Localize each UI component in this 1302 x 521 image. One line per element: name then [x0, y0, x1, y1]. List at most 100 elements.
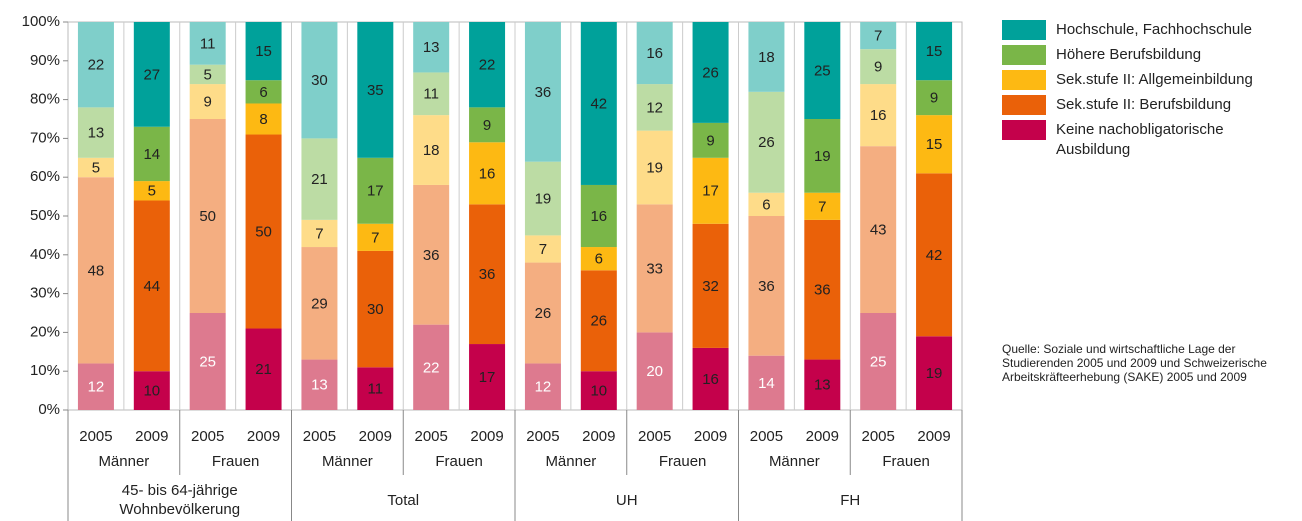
bar-segment [357, 157, 394, 224]
data-label: 42 [926, 247, 943, 264]
legend-swatch [1002, 45, 1046, 65]
data-label: 36 [423, 247, 440, 264]
bar-segment [357, 223, 394, 251]
bar-segment [189, 84, 226, 119]
data-label: 50 [255, 223, 272, 240]
x-tick-label: 2005 [638, 428, 671, 445]
bar-segment [916, 22, 953, 81]
legend-label: Höhere Berufsbildung [1056, 46, 1202, 63]
bar-segment [916, 115, 953, 174]
y-tick-label: 20% [30, 323, 60, 340]
bar-segment [301, 22, 338, 139]
bar-segment [916, 173, 953, 337]
x-tick-label: 2009 [694, 428, 727, 445]
data-label: 6 [259, 84, 267, 101]
bar-segment [916, 336, 953, 410]
data-label: 19 [535, 191, 552, 208]
group-label: Männer [545, 453, 596, 470]
data-label: 22 [479, 57, 496, 74]
data-label: 22 [423, 359, 440, 376]
bar-segment [133, 22, 170, 127]
data-label: 26 [590, 313, 607, 330]
bar-segment [245, 80, 282, 104]
data-label: 10 [590, 383, 607, 400]
data-label: 10 [143, 383, 160, 400]
x-tick-label: 2005 [79, 428, 112, 445]
data-label: 36 [758, 278, 775, 295]
bar-segment [524, 22, 561, 162]
bar-segment [77, 363, 114, 410]
bar-segment [469, 142, 506, 205]
bar-segment [580, 184, 617, 248]
bar-segment [133, 126, 170, 182]
y-tick-label: 70% [30, 129, 60, 146]
bar-segment [860, 146, 897, 313]
bar-segment [245, 134, 282, 329]
bar-segment [133, 371, 170, 410]
bar-segment [804, 359, 841, 410]
bar-segment [524, 262, 561, 364]
bar-segment [748, 355, 785, 410]
bar-segment [413, 115, 450, 185]
y-tick-label: 40% [30, 246, 60, 263]
data-label: 6 [595, 251, 603, 268]
group-label: Frauen [212, 453, 260, 470]
data-label: 21 [255, 361, 272, 378]
bar-segment [580, 371, 617, 410]
bar-segment [301, 219, 338, 248]
data-label: 19 [926, 365, 943, 382]
bar-segment [748, 91, 785, 193]
bar-segment [357, 22, 394, 158]
data-label: 9 [483, 117, 491, 134]
legend-label: Keine nachobligatorische Ausbildung [1056, 121, 1224, 158]
data-label: 7 [315, 225, 323, 242]
bar-segment [133, 181, 170, 201]
legend-item: Sek.stufe II: Allgemeinbildung [1002, 70, 1302, 90]
bar-segment [77, 107, 114, 158]
data-label: 14 [143, 146, 160, 163]
data-label: 16 [479, 165, 496, 182]
x-tick-label: 2009 [135, 428, 168, 445]
legend-item: Sek.stufe II: Berufsbildung [1002, 95, 1302, 115]
bar-segment [636, 22, 673, 85]
x-tick-label: 2009 [359, 428, 392, 445]
data-label: 9 [706, 132, 714, 149]
bar-segment [301, 359, 338, 410]
bar-segment [77, 22, 114, 108]
legend-label: Sek.stufe II: Berufsbildung [1056, 96, 1232, 113]
y-tick-label: 30% [30, 285, 60, 302]
data-label: 16 [646, 45, 663, 62]
x-tick-label: 2005 [415, 428, 448, 445]
bar-segment [524, 363, 561, 410]
y-tick-label: 10% [30, 362, 60, 379]
legend: Hochschule, Fachhochschule Höhere Berufsb… [1002, 20, 1302, 165]
data-label: 12 [535, 379, 552, 396]
group-label: Männer [769, 453, 820, 470]
data-label: 7 [539, 241, 547, 258]
bar-segment [860, 313, 897, 410]
data-label: 32 [702, 278, 719, 295]
data-label: 13 [88, 125, 105, 142]
data-label: 30 [311, 72, 328, 89]
data-label: 44 [143, 278, 160, 295]
bar-segment [133, 200, 170, 372]
bar-segment [357, 250, 394, 368]
supergroup-label: 45- bis 64-jährige Wohnbevölkerung [119, 482, 241, 518]
data-label: 12 [646, 99, 663, 116]
data-label: 11 [200, 35, 216, 52]
bar-segment [804, 22, 841, 119]
bar-segment [692, 157, 729, 224]
bar-segment [804, 192, 841, 220]
group-label: Frauen [659, 453, 707, 470]
data-label: 42 [590, 95, 607, 112]
data-label: 50 [199, 208, 216, 225]
data-label: 22 [88, 57, 105, 74]
data-label: 25 [814, 62, 831, 79]
data-label: 26 [535, 305, 552, 322]
data-label: 29 [311, 295, 328, 312]
data-label: 15 [926, 43, 943, 60]
bar-segment [77, 177, 114, 364]
data-label: 25 [870, 353, 887, 370]
bar-segment [469, 204, 506, 345]
